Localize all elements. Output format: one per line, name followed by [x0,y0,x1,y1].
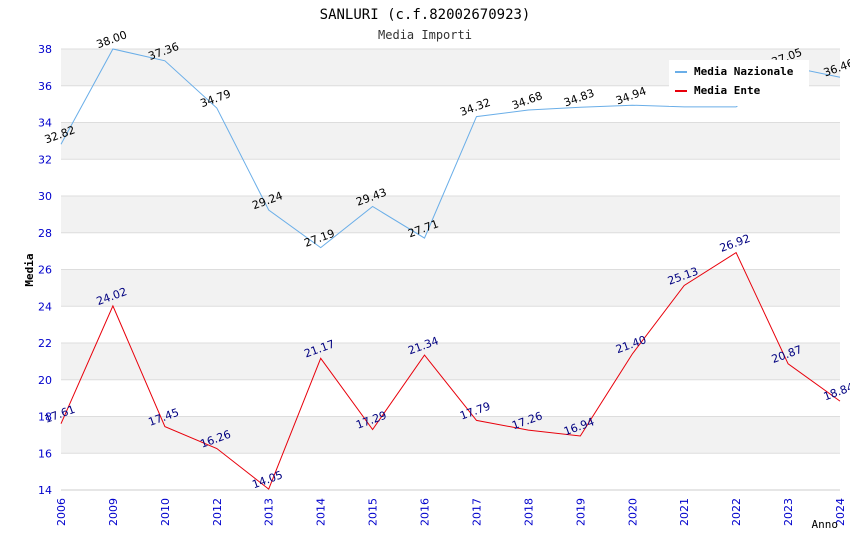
x-tick-label: 2017 [470,498,483,526]
x-tick-label: 2013 [263,498,276,526]
y-tick-label: 38 [38,43,52,56]
x-tick-label: 2010 [159,498,172,526]
x-tick-label: 2016 [419,498,432,526]
x-tick-label: 2015 [367,498,380,526]
series-line-media-ente [60,251,841,490]
grid-band [61,196,840,233]
y-axis-label: Media [23,253,36,286]
legend-box [669,60,809,106]
x-tick-label: 2020 [626,498,639,526]
y-tick-label: 30 [38,190,52,203]
y-tick-label: 34 [38,117,52,130]
y-tick-label: 26 [38,264,52,277]
grid-band [61,453,840,490]
grid-band [61,232,840,270]
y-tick-label: 28 [38,227,52,240]
y-tick-label: 14 [38,484,52,497]
x-tick-label: 2014 [315,498,328,526]
y-tick-label: 32 [38,153,52,166]
grid-band [61,416,840,454]
x-tick-label: 2024 [834,498,847,526]
y-tick-label: 18 [38,411,52,424]
legend: Media Nazionale Media Ente [669,60,809,106]
x-tick-label: 2022 [730,498,743,526]
y-tick-label: 20 [38,374,52,387]
grid-band [61,306,840,343]
x-tick-label: 2009 [107,498,120,526]
legend-label-media-nazionale: Media Nazionale [694,65,794,78]
grid-band [61,343,840,380]
x-tick-label: 2023 [782,498,795,526]
y-tick-label: 16 [38,447,52,460]
x-axis-label: Anno [812,518,839,531]
y-tick-label: 36 [38,80,52,93]
series-group [60,48,841,490]
x-tick-label: 2021 [678,498,691,526]
x-tick-labels: 2006 2009 2010 2012 2013 2014 2015 2016 2017 2018… [55,498,847,526]
chart-title: SANLURI (c.f.82002670923) [320,7,531,23]
y-tick-labels: 14 16 18 20 22 24 26 28 30 32 34 36 38 [38,43,52,497]
x-tick-label: 2018 [522,498,535,526]
chart-subtitle: Media Importi [378,28,472,42]
grid-band [61,269,840,307]
y-tick-label: 22 [38,337,52,350]
x-tick-label: 2006 [55,498,68,526]
series-line-media-nazionale [60,48,841,249]
grid-band [61,122,840,160]
grid-band [61,379,840,417]
legend-label-media-ente: Media Ente [694,84,761,97]
x-tick-label: 2012 [211,498,224,526]
y-tick-label: 24 [38,300,52,313]
x-tick-label: 2019 [574,498,587,526]
